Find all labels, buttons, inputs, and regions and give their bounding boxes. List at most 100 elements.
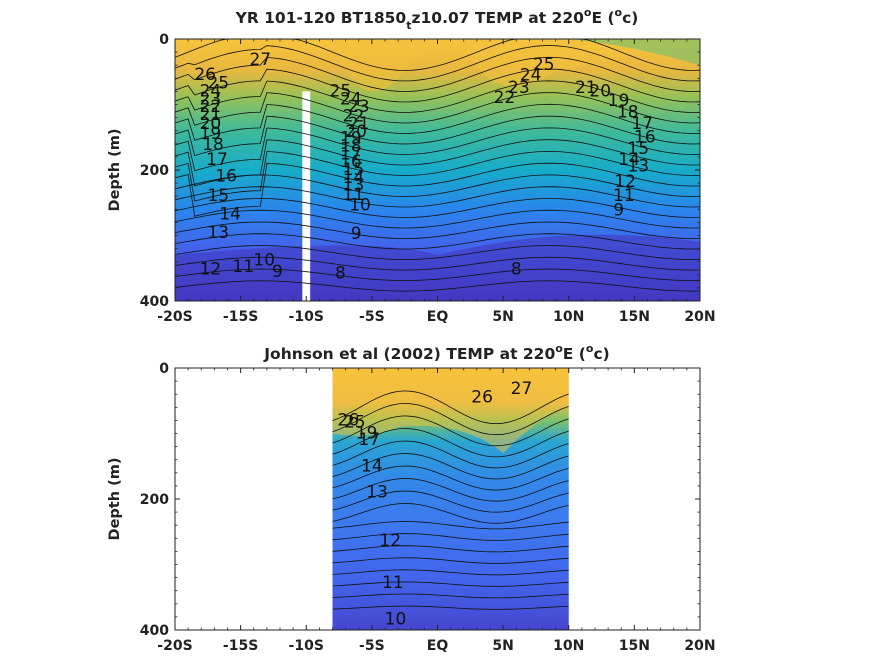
contour-line — [175, 45, 700, 82]
contour-line — [332, 545, 569, 553]
y-tick-label: 200 — [140, 492, 169, 508]
x-tick-label: 5N — [492, 638, 513, 654]
contour-label: 25 — [533, 55, 555, 75]
x-tick-label: -15S — [223, 309, 258, 325]
contour-label: 14 — [618, 150, 640, 170]
contour-line — [175, 268, 700, 282]
contour-label: 20 — [589, 81, 611, 101]
x-tick-label: -5S — [359, 309, 385, 325]
contour-line — [332, 490, 569, 513]
top-panel-title: YR 101-120 BT1850tz10.07 TEMP at 220oE (… — [235, 6, 639, 32]
contour-line — [175, 150, 700, 202]
contour-label: 14 — [361, 456, 383, 476]
contour-line — [332, 415, 569, 447]
contour-label: 10 — [349, 195, 371, 215]
contour-line — [175, 139, 700, 187]
top-y-axis-label: Depth (m) — [107, 129, 123, 212]
contour-label: 9 — [351, 224, 362, 244]
x-tick-label: 15N — [619, 638, 650, 654]
contour-label: 26 — [471, 387, 493, 407]
contour-label: 21 — [575, 78, 597, 98]
contour-label: 10 — [385, 610, 407, 630]
contour-line — [332, 557, 569, 564]
contour-line — [332, 440, 569, 469]
x-tick-label: -15S — [223, 638, 258, 654]
contour-label: 12 — [614, 172, 636, 192]
panel-bottom: Johnson et al (2002) TEMP at 220oE (oc) … — [107, 342, 716, 654]
contour-label: 13 — [343, 176, 365, 196]
contour-label: 27 — [511, 379, 533, 399]
x-tick-label: 10N — [553, 638, 584, 654]
x-tick-label: 10N — [553, 309, 584, 325]
contour-label: 19 — [340, 129, 362, 149]
contour-line — [332, 593, 569, 599]
top-axes: -20S -15S -10S -5S EQ 5N 10N 15N 20N 0 200 400 — [140, 32, 716, 325]
contour-line — [332, 521, 569, 530]
contour-label: 26 — [194, 65, 216, 85]
contour-line — [332, 569, 569, 576]
contour-line — [175, 127, 700, 172]
y-tick-label: 0 — [159, 361, 169, 377]
contour-line — [175, 280, 700, 292]
x-tick-label: -5S — [359, 638, 385, 654]
bottom-heatmap — [332, 368, 569, 630]
contour-label: 9 — [613, 201, 624, 221]
contour-label: 20 — [200, 114, 222, 134]
contour-line — [332, 453, 569, 480]
cool-corner-overlay — [568, 39, 700, 66]
contour-label: 15 — [343, 160, 365, 180]
contour-label: 21 — [348, 114, 370, 134]
y-tick-label: 200 — [140, 163, 169, 179]
contour-label: 11 — [232, 257, 254, 277]
contour-label: 12 — [200, 260, 222, 280]
bottom-contour-lines — [332, 390, 569, 610]
contour-label: 14 — [219, 205, 241, 225]
contour-line — [175, 56, 700, 92]
contour-label: 24 — [520, 66, 542, 86]
contour-line — [175, 68, 700, 103]
contour-line — [332, 533, 569, 541]
contour-label: 24 — [340, 89, 362, 109]
contour-label: 11 — [382, 573, 404, 593]
contour-line — [332, 465, 569, 491]
contour-label: 13 — [627, 157, 649, 177]
y-tick-label: 400 — [140, 623, 169, 639]
contour-label: 23 — [508, 78, 530, 98]
contour-label: 25 — [344, 412, 366, 432]
contour-label: 22 — [494, 88, 516, 108]
contour-label: 11 — [613, 186, 635, 206]
contour-line — [332, 478, 569, 502]
x-tick-label: 5N — [492, 309, 513, 325]
contour-label: 22 — [200, 97, 222, 117]
x-tick-label: -20S — [157, 638, 192, 654]
contour-line — [175, 92, 700, 126]
contour-line — [332, 390, 569, 425]
contour-label: 20 — [345, 122, 367, 142]
missing-data-column — [302, 91, 311, 302]
contour-label: 19 — [608, 91, 630, 111]
contour-label: 18 — [202, 135, 224, 155]
x-tick-label: 20N — [684, 309, 715, 325]
bottom-panel-title: Johnson et al (2002) TEMP at 220oE (oc) — [263, 342, 609, 363]
contour-line — [175, 162, 700, 217]
x-tick-label: EQ — [427, 309, 449, 325]
contour-label: 15 — [627, 139, 649, 159]
contour-label: 14 — [343, 168, 365, 188]
x-tick-label: EQ — [427, 638, 449, 654]
contour-label: 8 — [511, 260, 522, 280]
contour-line — [332, 605, 569, 610]
contour-label: 24 — [200, 81, 222, 101]
contour-label: 17 — [340, 144, 362, 164]
contour-line — [175, 245, 700, 261]
contour-line — [332, 428, 569, 458]
x-tick-label: -10S — [289, 638, 324, 654]
contour-label: 10 — [253, 250, 275, 270]
contour-label: 13 — [366, 482, 388, 502]
contour-label: 22 — [343, 106, 365, 126]
contour-label: 19 — [200, 124, 222, 144]
contour-label: 23 — [200, 89, 222, 109]
contour-label: 25 — [207, 74, 229, 94]
